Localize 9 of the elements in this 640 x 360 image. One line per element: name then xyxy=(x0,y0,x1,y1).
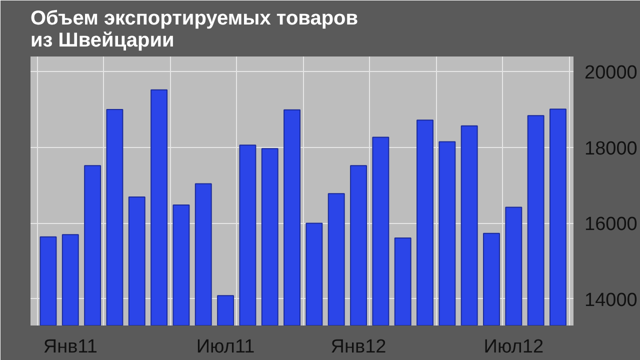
y-tick-label: 16000 xyxy=(584,214,638,236)
y-tick-label: 14000 xyxy=(584,290,638,311)
x-tick-label: Янв12 xyxy=(330,336,386,358)
x-tick-label: Июл11 xyxy=(196,336,255,358)
y-tick-label: 20000 xyxy=(584,62,638,84)
x-tick-label: Янв11 xyxy=(43,336,98,358)
chart-title: Объем экспортируемых товаров из Швейцарии xyxy=(30,8,358,52)
x-tick-label: Июл12 xyxy=(484,336,544,358)
y-tick-label: 18000 xyxy=(584,138,638,160)
